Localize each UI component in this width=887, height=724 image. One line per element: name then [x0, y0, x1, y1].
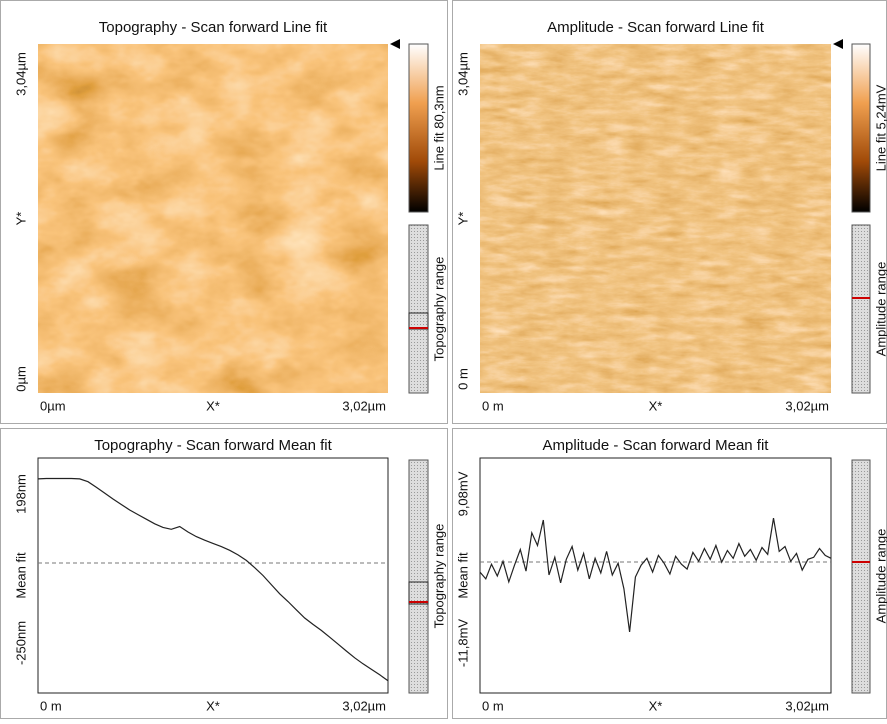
colorbars	[390, 39, 871, 213]
y-tick-label: 0 m	[455, 368, 470, 390]
amplitude-image	[480, 44, 831, 393]
x-tick-label: 3,02µm	[342, 698, 386, 713]
x-axis-label: X*	[649, 398, 663, 413]
y-tick-label: 9,08mV	[455, 471, 470, 516]
y-tick-label: 198nm	[13, 474, 28, 514]
y-tick-label: -11,8mV	[455, 619, 470, 667]
range-label: Amplitude range	[873, 529, 887, 624]
x-axis-label: X*	[206, 398, 220, 413]
x-tick-label: 3,02µm	[785, 398, 829, 413]
x-axis-label: X*	[206, 698, 220, 713]
x-tick-label: 0 m	[482, 398, 504, 413]
range-label: Amplitude range	[873, 262, 887, 357]
panel-title: Amplitude - Scan forward Line fit	[547, 19, 765, 36]
panel-title: Topography - Scan forward Line fit	[99, 19, 328, 36]
topography-image	[38, 44, 388, 393]
y-axis-label: Mean fit	[13, 552, 28, 599]
y-axis-label: Y*	[455, 212, 470, 226]
y-axis-label: Y*	[13, 212, 28, 226]
x-tick-label: 3,02µm	[342, 398, 386, 413]
y-tick-label: 3,04µm	[455, 52, 470, 96]
panel-title: Topography - Scan forward Mean fit	[94, 437, 332, 454]
y-tick-label: 0µm	[13, 366, 28, 392]
y-tick-label: -250nm	[13, 621, 28, 665]
x-axis-label: X*	[649, 698, 663, 713]
x-tick-label: 0µm	[40, 398, 66, 413]
colorbar-label: Line fit 80,3nm	[431, 85, 446, 170]
profile-line	[479, 517, 832, 632]
x-tick-label: 0 m	[482, 698, 504, 713]
range-label: Topography range	[431, 524, 446, 629]
panel-title: Amplitude - Scan forward Mean fit	[543, 437, 770, 454]
x-tick-label: 3,02µm	[785, 698, 829, 713]
plot-frames	[37, 457, 832, 694]
colorbar-label: Line fit 5,24mV	[873, 84, 887, 171]
range-bars	[408, 224, 871, 694]
range-label: Topography range	[431, 257, 446, 362]
profile-line	[37, 477, 389, 682]
y-tick-label: 3,04µm	[13, 52, 28, 96]
x-tick-label: 0 m	[40, 698, 62, 713]
y-axis-label: Mean fit	[455, 552, 470, 599]
